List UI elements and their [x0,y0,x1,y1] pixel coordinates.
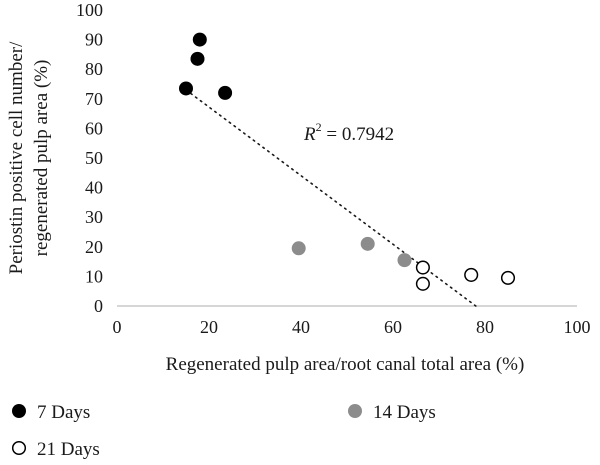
r-squared-value: = 0.7942 [322,124,394,145]
data-point [415,276,430,291]
y-axis-label-line2: regenerated pulp area (%) [31,60,52,257]
y-axis-label-line1: Periostin positive cell number/ [6,41,27,274]
x-axis-label: Regenerated pulp area/root canal total a… [166,354,525,375]
data-point [190,51,205,66]
data-point [360,236,375,251]
y-tick-label: 100 [76,0,103,20]
legend-label: 7 Days [37,402,90,423]
x-tick-label: 60 [384,317,402,337]
y-tick-label: 80 [85,59,103,79]
x-tick-label: 0 [113,317,122,337]
legend: 7 Days 14 Days 21 Days [11,402,436,460]
trendline [185,89,477,307]
x-tick-label: 40 [292,317,310,337]
y-tick-label: 50 [85,148,103,168]
r-squared-symbol: R [303,124,316,145]
y-tick-label: 70 [85,89,103,109]
legend-marker [12,404,26,418]
data-point [415,260,430,275]
data-point [397,253,412,268]
x-tick-label: 100 [564,317,591,337]
data-point [464,267,479,282]
y-tick-label: 10 [85,266,103,286]
r-squared-annotation: R2 = 0.7942 [303,120,394,145]
y-tick-label: 90 [85,30,103,50]
data-point [192,32,207,47]
y-tick-label: 30 [85,207,103,227]
data-point [218,85,233,100]
data-point [500,270,516,285]
y-tick-label: 40 [85,178,103,198]
data-point [179,81,193,96]
legend-marker [348,404,362,418]
r-squared-exponent: 2 [316,120,322,134]
y-tick-label: 20 [85,237,103,257]
y-tick-label: 60 [85,118,103,138]
legend-label: 14 Days [373,402,436,423]
data-point [291,241,306,256]
legend-label: 21 Days [37,439,100,460]
y-tick-label: 0 [94,296,103,316]
x-tick-label: 20 [200,317,218,337]
x-tick-label: 80 [476,317,494,337]
legend-marker [11,440,27,456]
